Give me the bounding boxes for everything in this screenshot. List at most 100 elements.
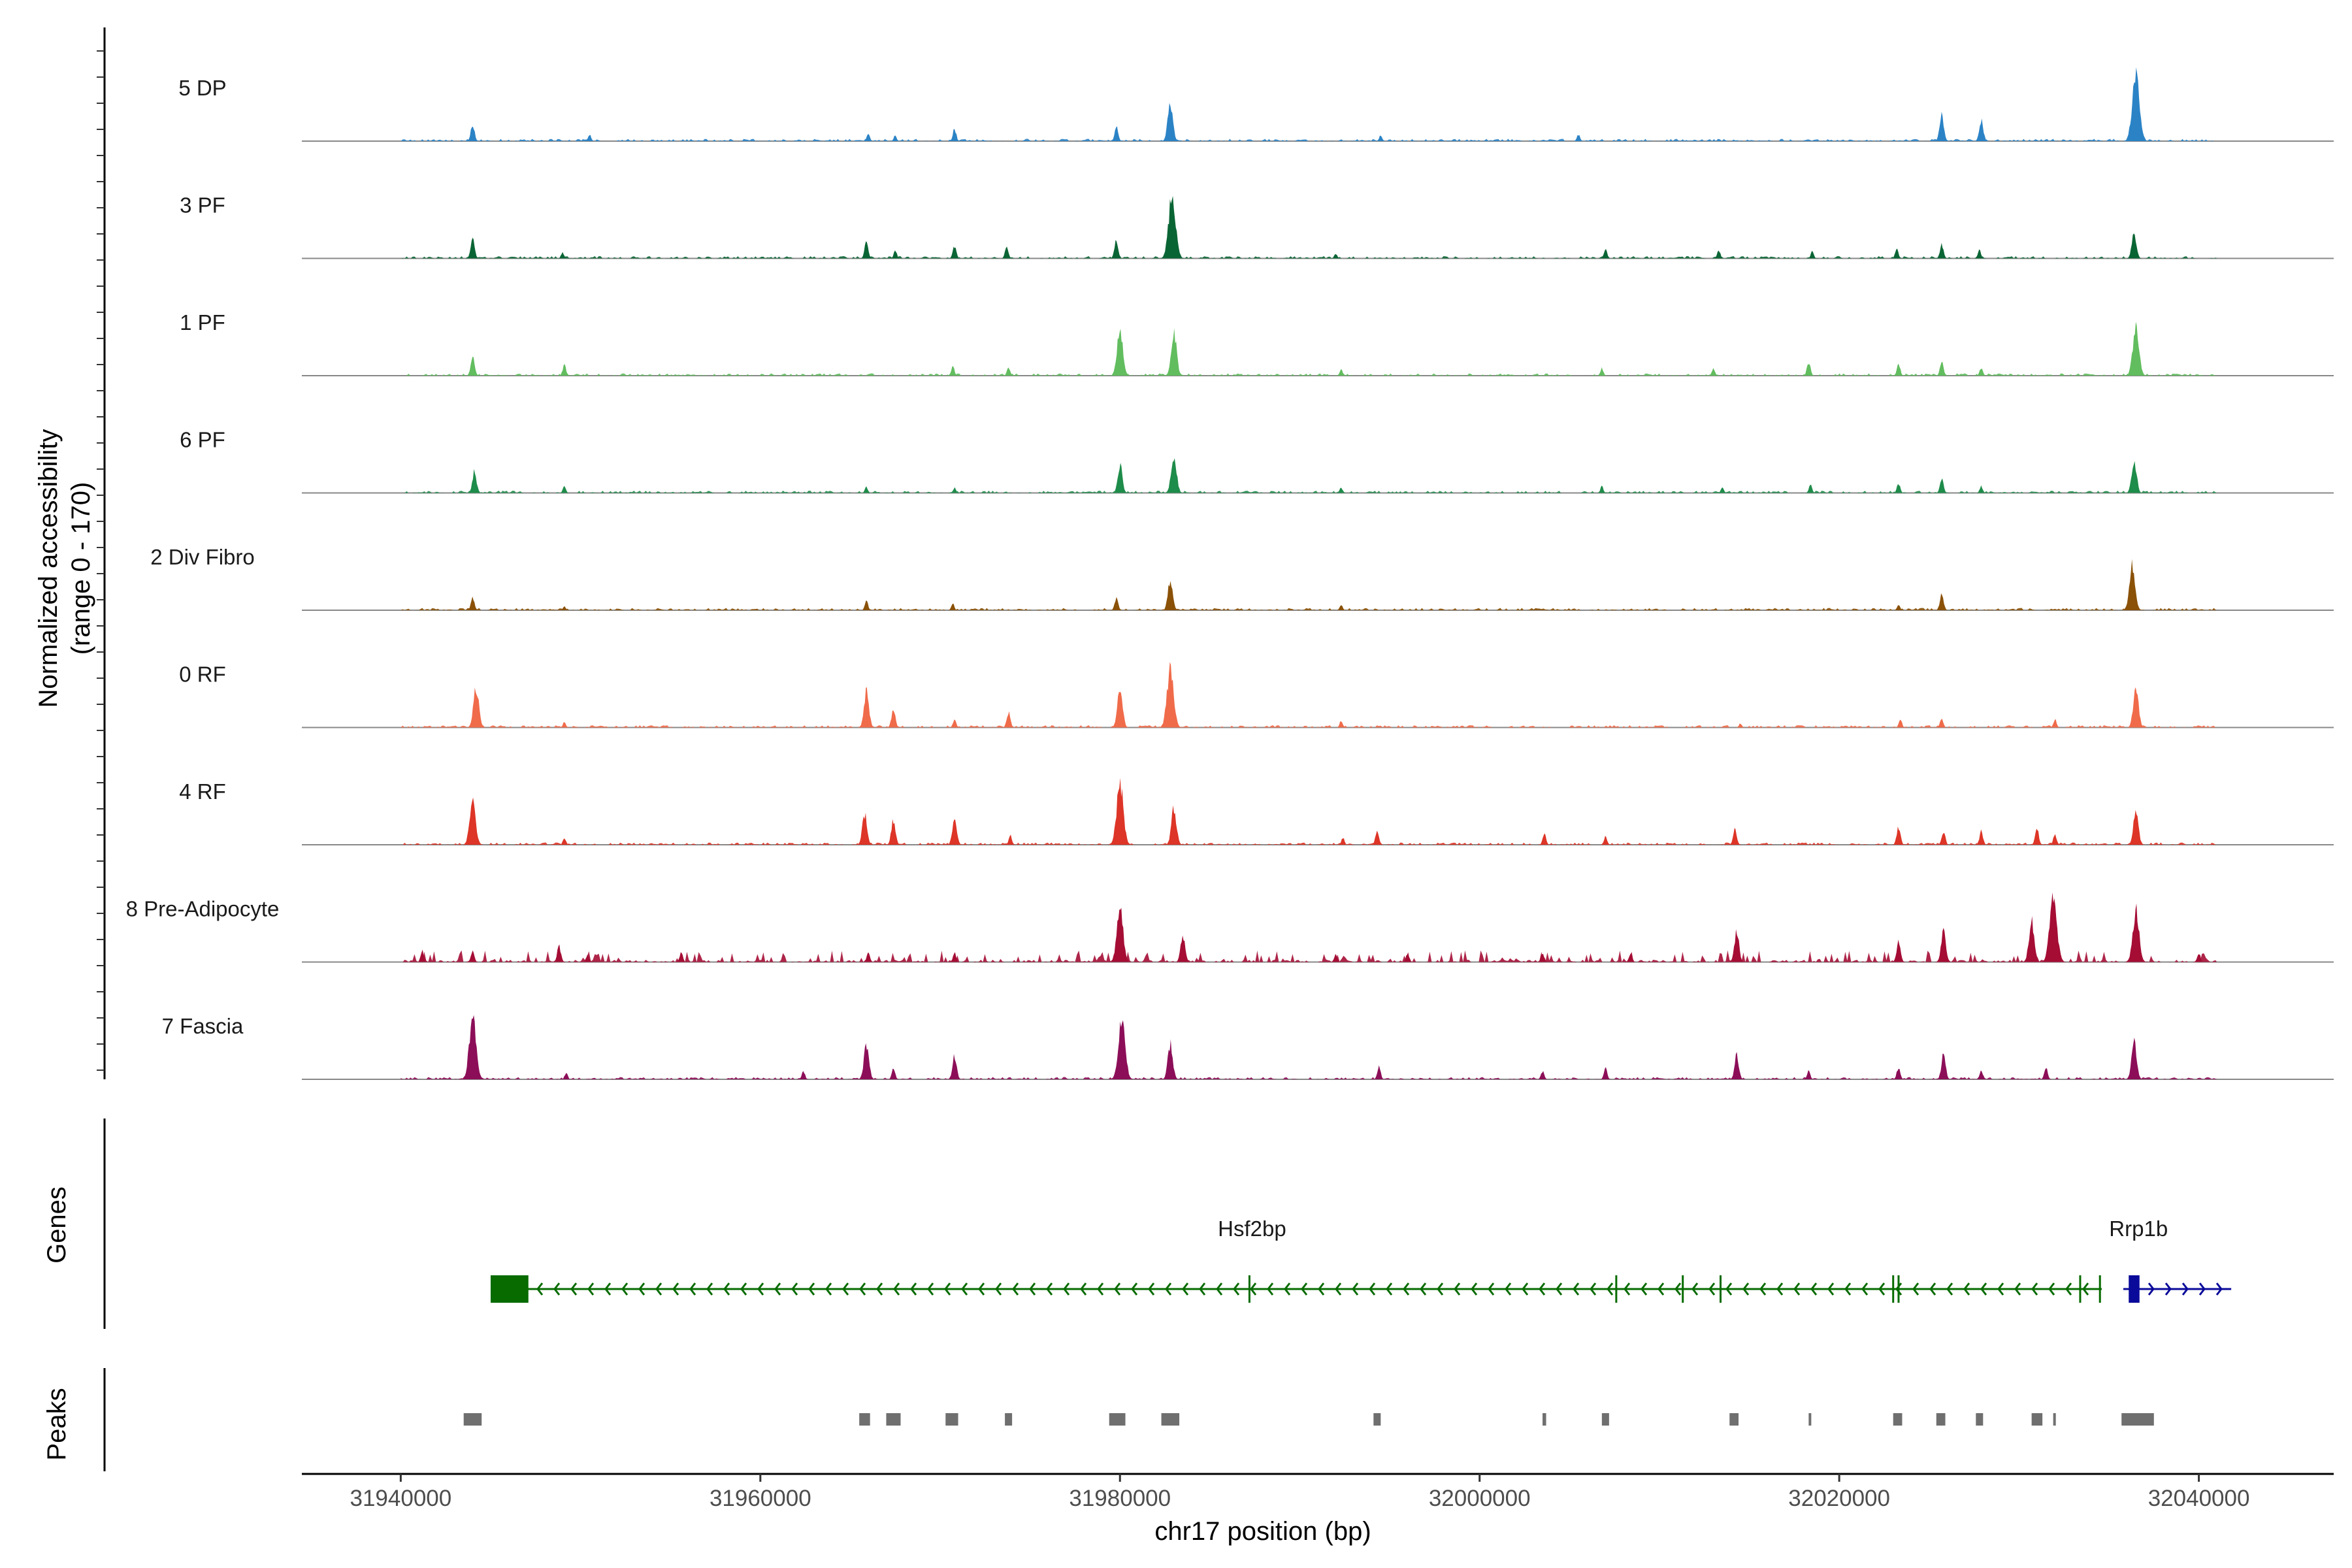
genes-track-label: Genes: [42, 1186, 71, 1264]
strand-arrow-left-icon: [859, 1282, 866, 1296]
strand-arrow-left-icon: [1352, 1282, 1359, 1296]
peak-region: [1543, 1413, 1546, 1426]
x-tick-label: 31940000: [350, 1486, 452, 1511]
coverage-peak: [1162, 458, 1186, 493]
strand-arrow-left-icon: [978, 1282, 985, 1296]
coverage-peak: [1889, 248, 1904, 259]
strand-arrow-left-icon: [1216, 1282, 1223, 1296]
track-label: 3 PF: [180, 193, 225, 218]
coverage-peak: [1623, 953, 1639, 962]
coverage-peak: [1373, 135, 1388, 141]
strand-arrow-left-icon: [1708, 1282, 1716, 1296]
background-signal: [400, 256, 2217, 259]
strand-arrow-left-icon: [1318, 1282, 1325, 1296]
strand-arrow-left-icon: [1556, 1282, 1563, 1296]
peaks-track-label: Peaks: [42, 1388, 71, 1460]
peak-region: [886, 1413, 901, 1426]
coverage-track-4-rf: 4 RF: [179, 777, 2334, 845]
coverage-peak: [1891, 1068, 1906, 1079]
track-label: 4 RF: [179, 779, 226, 804]
exon-block: [2129, 1275, 2140, 1303]
coverage-peak: [1161, 328, 1186, 376]
coverage-peak: [859, 486, 874, 493]
peak-region: [859, 1413, 870, 1426]
coverage-track-6-pf: 6 PF: [180, 428, 2334, 494]
coverage-peak: [582, 135, 596, 141]
coverage-peak: [1931, 111, 1952, 141]
coverage-peak: [580, 955, 595, 962]
strand-arrow-right-icon: [2215, 1282, 2223, 1296]
strand-arrow-left-icon: [1742, 1282, 1750, 1296]
coverage-peak: [1598, 249, 1613, 259]
strand-arrow-left-icon: [1369, 1282, 1376, 1296]
coverage-peak: [1571, 135, 1586, 141]
peaks-track: [463, 1413, 2154, 1426]
strand-arrow-left-icon: [587, 1282, 595, 1296]
strand-arrow-left-icon: [689, 1282, 696, 1296]
strand-arrow-left-icon: [1658, 1282, 1665, 1296]
strand-arrow-left-icon: [1403, 1282, 1410, 1296]
coverage-peak: [1105, 907, 1135, 962]
coverage-peak: [459, 797, 486, 845]
peak-region: [2121, 1413, 2154, 1426]
coverage-peak: [557, 838, 572, 845]
coverage-peak: [1893, 719, 1908, 728]
strand-arrow-left-icon: [1080, 1282, 1087, 1296]
strand-arrow-left-icon: [1029, 1282, 1036, 1296]
strand-arrow-left-icon: [1793, 1282, 1801, 1296]
coverage-peak: [1889, 939, 1908, 962]
coverage-peak: [1974, 1070, 1989, 1079]
strand-arrow-left-icon: [638, 1282, 645, 1296]
coverage-track-8-pre-adipocyte: 8 Pre-Adipocyte: [126, 892, 2334, 963]
coverage-peak: [1891, 363, 1906, 376]
coverage-peak: [1972, 118, 1991, 141]
coverage-peak: [1158, 103, 1183, 141]
coverage-peak: [1001, 367, 1016, 376]
peak-region: [1893, 1413, 1903, 1426]
strand-arrow-left-icon: [1573, 1282, 1580, 1296]
strand-arrow-left-icon: [1233, 1282, 1240, 1296]
strand-arrow-left-icon: [1097, 1282, 1104, 1296]
coverage-peak: [464, 687, 489, 728]
background-signal: [400, 1077, 2217, 1079]
coverage-peak: [1972, 249, 1987, 259]
strand-arrow-left-icon: [621, 1282, 629, 1296]
peak-region: [945, 1413, 958, 1426]
strand-arrow-left-icon: [774, 1282, 781, 1296]
strand-arrow-left-icon: [1454, 1282, 1461, 1296]
background-signal: [400, 842, 2217, 845]
coverage-peak: [2038, 1068, 2054, 1079]
coverage-peak: [1933, 1053, 1953, 1079]
strand-arrow-left-icon: [1131, 1282, 1138, 1296]
y-axis-label-line-1: Normalized accessibility: [34, 429, 63, 708]
strand-arrow-left-icon: [1471, 1282, 1478, 1296]
strand-arrow-left-icon: [1691, 1282, 1699, 1296]
coverage-peak: [1334, 721, 1348, 728]
coverage-peak: [2048, 719, 2063, 728]
coverage-peak: [2122, 1037, 2146, 1079]
strand-arrow-left-icon: [995, 1282, 1002, 1296]
coverage-peak: [1933, 362, 1950, 376]
coverage-peak: [1803, 485, 1818, 493]
peak-region: [1808, 1413, 1812, 1426]
peak-region: [1729, 1413, 1739, 1426]
gene-name-label: Rrp1b: [2109, 1217, 2168, 1241]
coverage-peak: [1104, 777, 1135, 845]
strand-arrow-left-icon: [1267, 1282, 1274, 1296]
coverage-peak: [1108, 596, 1124, 610]
coverage-tracks: 5 DP 3 PF 1 PF 6 PF 2 Div Fibro 0 RF 4 RF 8 Pre…: [126, 67, 2334, 1080]
strand-arrow-left-icon: [927, 1282, 934, 1296]
coverage-peak: [465, 468, 484, 493]
x-tick-label: 31980000: [1069, 1486, 1171, 1511]
strand-arrow-left-icon: [553, 1282, 561, 1296]
strand-arrow-left-icon: [1063, 1282, 1070, 1296]
coverage-peak: [1889, 826, 1908, 845]
strand-arrow-left-icon: [1810, 1282, 1818, 1296]
coverage-peak: [1974, 485, 1989, 493]
peak-region: [2053, 1413, 2056, 1426]
strand-arrow-left-icon: [1590, 1282, 1597, 1296]
coverage-peak: [1801, 1070, 1816, 1079]
coverage-peak: [854, 812, 875, 845]
track-label: 8 Pre-Adipocyte: [126, 897, 280, 921]
